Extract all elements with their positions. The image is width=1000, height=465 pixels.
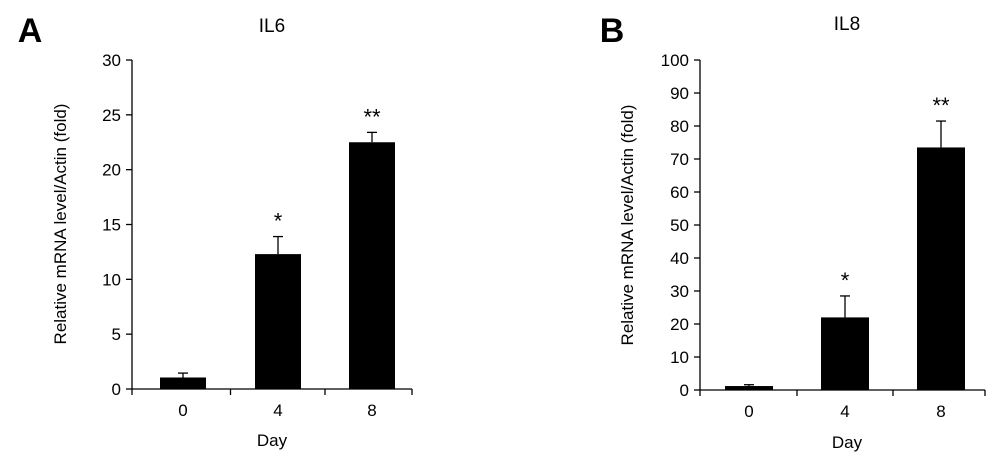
x-tick-label: 0 [178,401,187,420]
significance-marker: * [841,268,850,293]
y-tick-label: 10 [102,270,121,289]
bar-day-4 [255,254,301,389]
y-tick-label: 60 [670,183,689,202]
y-tick-label: 50 [670,216,689,235]
x-tick-label: 4 [840,402,849,421]
chart-title: IL8 [834,14,860,35]
panel-label: B [600,12,625,50]
bar-day-4 [821,317,869,390]
panel-a: A IL6 Day Relative mRNA level/Actin (fol… [18,12,413,450]
y-tick-label: 70 [670,150,689,169]
x-tick-label: 4 [273,401,282,420]
x-tick-label: 0 [744,402,753,421]
x-axis-label: Day [257,431,288,450]
y-tick-label: 15 [102,216,121,235]
bar-day-0 [725,386,773,390]
y-tick-label: 20 [102,161,121,180]
y-tick-label: 20 [670,315,689,334]
panel-b: B IL8 Day Relative mRNA level/Actin (fol… [600,12,986,452]
significance-marker: ** [932,93,950,118]
y-tick-label: 40 [670,249,689,268]
y-tick-label: 5 [112,325,121,344]
x-axis-label: Day [832,433,863,452]
y-tick-label: 90 [670,84,689,103]
x-tick-label: 8 [936,402,945,421]
y-tick-label: 25 [102,106,121,125]
y-tick-label: 30 [670,282,689,301]
significance-marker: * [274,209,283,234]
x-tick-label: 8 [367,401,376,420]
y-tick-label: 30 [102,51,121,70]
bar-day-0 [160,377,206,389]
chart-title: IL6 [259,16,285,37]
y-tick-label: 0 [112,380,121,399]
panel-label: A [18,12,43,50]
bar-day-8 [917,147,965,390]
y-tick-label: 10 [670,348,689,367]
bar-day-8 [349,142,395,389]
y-tick-label: 0 [680,381,689,400]
y-axis-label: Relative mRNA level/Actin (fold) [51,104,70,345]
y-tick-label: 80 [670,117,689,136]
y-tick-label: 100 [661,51,689,70]
significance-marker: ** [363,104,381,129]
y-axis-label: Relative mRNA level/Actin (fold) [618,105,637,346]
